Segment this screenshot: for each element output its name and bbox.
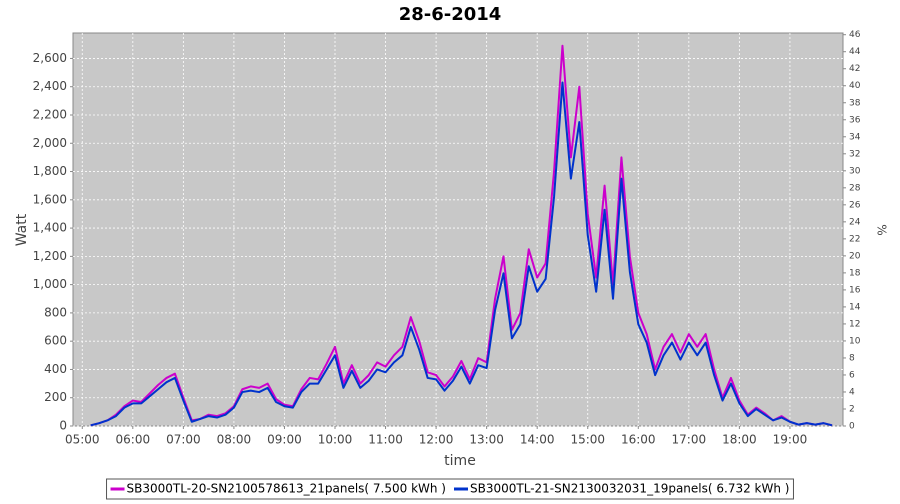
y2-tick-label: 44: [849, 47, 861, 57]
y2-tick-label: 26: [849, 200, 861, 210]
legend-label: SB3000TL-20-SN2100578613_21panels( 7.500…: [127, 482, 446, 496]
legend-item: SB3000TL-21-SN2130032031_19panels( 6.732…: [454, 482, 789, 496]
y-tick-label: 2,000: [33, 136, 67, 150]
y2-tick-label: 6: [849, 370, 855, 380]
y2-tick-label: 0: [849, 422, 855, 432]
y-tick-label: 800: [44, 305, 67, 319]
y-tick-label: 2,200: [33, 107, 67, 121]
y2-tick-label: 42: [849, 64, 860, 74]
y-tick-label: 1,000: [33, 277, 67, 291]
y-axis-label: Watt: [14, 213, 30, 246]
y2-tick-label: 8: [849, 353, 855, 363]
y2-tick-label: 46: [849, 30, 861, 40]
y2-tick-label: 28: [849, 183, 861, 193]
y2-tick-label: 32: [849, 149, 860, 159]
y-tick-label: 400: [44, 362, 67, 376]
plot-area: [72, 32, 844, 427]
y2-axis-label: %: [875, 224, 889, 235]
y2-tick-label: 22: [849, 234, 860, 244]
y-tick-label: 1,800: [33, 164, 67, 178]
y-tick-label: 2,400: [33, 79, 67, 93]
x-tick-label: 12:00: [419, 433, 454, 447]
legend-label: SB3000TL-21-SN2130032031_19panels( 6.732…: [470, 482, 789, 496]
y2-tick-label: 4: [849, 387, 855, 397]
x-axis-label: time: [444, 453, 476, 469]
y2-tick-label: 20: [849, 251, 861, 261]
y-tick-label: 2,600: [33, 51, 67, 65]
y2-tick-label: 16: [849, 285, 861, 295]
y2-tick-label: 2: [849, 404, 855, 414]
y2-tick-label: 18: [849, 268, 861, 278]
y2-tick-label: 36: [849, 115, 861, 125]
x-tick-label: 09:00: [267, 433, 302, 447]
y-tick-label: 0: [59, 419, 67, 433]
y2-tick-label: 10: [849, 336, 861, 346]
y2-tick-label: 12: [849, 319, 860, 329]
series-line: [90, 81, 833, 427]
y-tick-label: 1,400: [33, 221, 67, 235]
y2-tick-label: 24: [849, 217, 861, 227]
x-tick-label: 10:00: [318, 433, 353, 447]
x-tick-label: 06:00: [116, 433, 151, 447]
y2-tick-label: 14: [849, 302, 861, 312]
x-tick-label: 07:00: [166, 433, 201, 447]
legend: SB3000TL-20-SN2100578613_21panels( 7.500…: [106, 478, 794, 500]
x-tick-label: 15:00: [570, 433, 605, 447]
x-tick-label: 13:00: [469, 433, 504, 447]
y2-tick-label: 30: [849, 166, 861, 176]
y-tick-label: 1,600: [33, 192, 67, 206]
y-tick-label: 600: [44, 334, 67, 348]
x-tick-label: 19:00: [773, 433, 808, 447]
y2-tick-label: 34: [849, 132, 861, 142]
x-tick-label: 08:00: [217, 433, 252, 447]
legend-item: SB3000TL-20-SN2100578613_21panels( 7.500…: [110, 482, 446, 496]
x-tick-label: 17:00: [672, 433, 707, 447]
x-tick-label: 18:00: [722, 433, 757, 447]
y-tick-label: 1,200: [33, 249, 67, 263]
y2-tick-label: 38: [849, 98, 861, 108]
x-tick-label: 16:00: [621, 433, 656, 447]
legend-box: [106, 478, 794, 500]
y-tick-label: 200: [44, 390, 67, 404]
x-tick-label: 05:00: [65, 433, 100, 447]
y2-tick-label: 40: [849, 81, 861, 91]
chart-title: 28-6-2014: [399, 4, 502, 25]
x-tick-label: 11:00: [368, 433, 403, 447]
series-line: [90, 44, 833, 427]
x-tick-label: 14:00: [520, 433, 555, 447]
